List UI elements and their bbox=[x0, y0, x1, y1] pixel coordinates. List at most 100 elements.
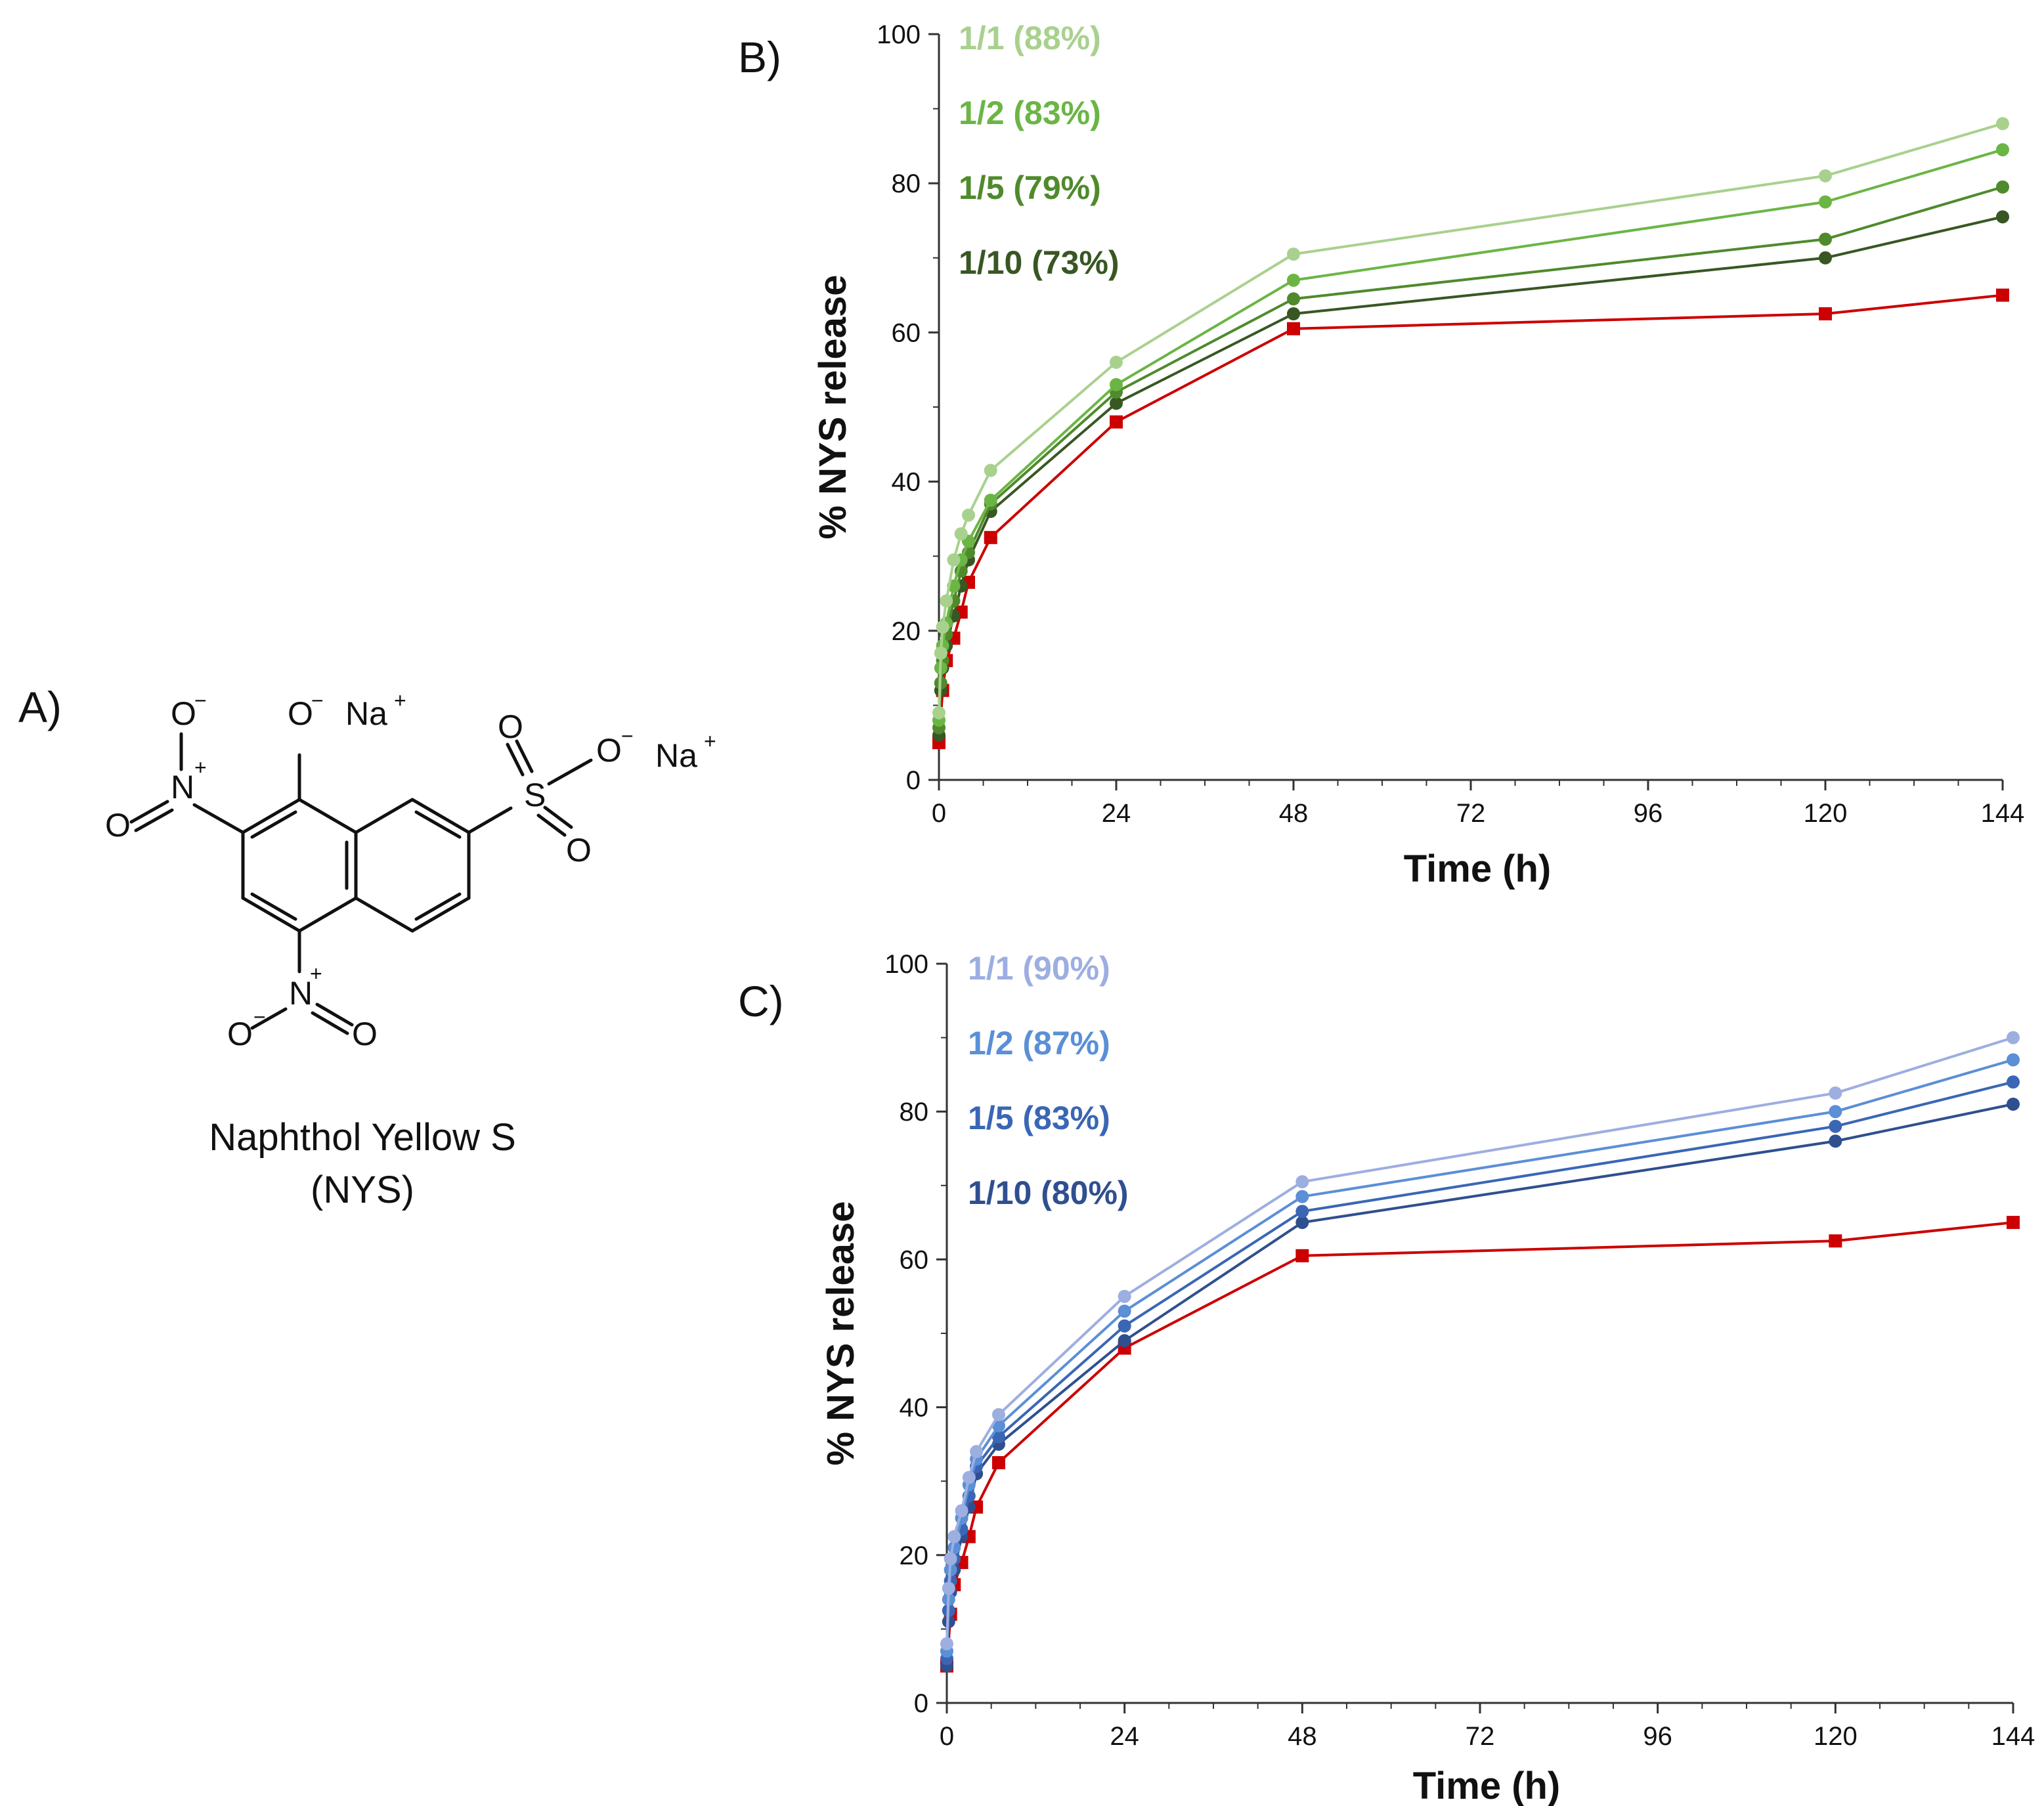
charge: − bbox=[194, 689, 207, 712]
x-axis-title: Time (h) bbox=[1413, 1765, 1561, 1806]
charge: − bbox=[621, 724, 634, 748]
legend-label: 1/10 (73%) bbox=[959, 244, 1120, 281]
molecule-abbreviation: (NYS) bbox=[311, 1169, 414, 1211]
data-point bbox=[991, 1456, 1005, 1470]
bond bbox=[241, 798, 301, 834]
x-tick-label: 0 bbox=[932, 799, 946, 828]
bond bbox=[241, 896, 301, 933]
atom-o: O bbox=[498, 708, 523, 745]
y-tick-label: 80 bbox=[892, 169, 921, 198]
data-point bbox=[936, 620, 949, 634]
charge: + bbox=[194, 756, 207, 779]
panel-a-label: A) bbox=[18, 683, 62, 731]
chart-c: C) 0 20 40 60 80 100 0 24 48 72 96 120 144 Time (h) % N… bbox=[738, 950, 2035, 1806]
x-tick-label: 72 bbox=[1456, 799, 1486, 828]
data-point bbox=[1287, 273, 1300, 287]
data-point bbox=[962, 1471, 976, 1484]
legend-label: 1/2 (87%) bbox=[968, 1025, 1110, 1062]
data-point bbox=[1118, 1304, 1131, 1318]
data-point bbox=[955, 1504, 968, 1518]
atom-o: O bbox=[105, 807, 131, 844]
data-point bbox=[947, 1530, 961, 1543]
data-point bbox=[991, 1408, 1005, 1421]
data-point bbox=[1287, 247, 1300, 261]
molecule-name: Naphthol Yellow S bbox=[209, 1116, 516, 1159]
data-point bbox=[1295, 1249, 1309, 1262]
bond-s-o-double bbox=[536, 813, 567, 837]
charge: − bbox=[253, 1005, 266, 1029]
atom-o-phenolate: O bbox=[288, 695, 313, 732]
x-axis-title: Time (h) bbox=[1404, 848, 1552, 890]
data-point bbox=[2007, 1031, 2020, 1044]
data-point bbox=[1110, 355, 1123, 369]
bond bbox=[354, 798, 414, 834]
bond bbox=[410, 798, 471, 834]
data-point bbox=[934, 646, 947, 660]
bond-n-o-double bbox=[134, 808, 174, 832]
data-point bbox=[1819, 251, 1832, 265]
x-tick-label: 144 bbox=[1991, 1722, 2035, 1751]
data-point bbox=[1110, 377, 1123, 391]
data-point bbox=[1110, 415, 1123, 429]
x-tick-label: 24 bbox=[1110, 1722, 1139, 1751]
bond-c-n bbox=[192, 803, 245, 834]
bond bbox=[354, 896, 414, 933]
data-point bbox=[1118, 1334, 1131, 1348]
data-point bbox=[1287, 322, 1300, 335]
panel-label: C) bbox=[738, 977, 784, 1025]
atom-na: Na bbox=[655, 737, 697, 774]
atom-o: O bbox=[171, 695, 196, 732]
data-point bbox=[1287, 292, 1300, 306]
charge: + bbox=[704, 729, 716, 753]
charge: + bbox=[310, 962, 322, 985]
legend-label: 1/10 (80%) bbox=[968, 1174, 1129, 1211]
data-point bbox=[1819, 195, 1832, 209]
data-point bbox=[1287, 307, 1300, 320]
bond-n-o bbox=[250, 1007, 288, 1030]
bond bbox=[297, 896, 358, 933]
data-point bbox=[1819, 169, 1832, 183]
molecule-atom-labels: O − Na + N + O − O N + O − O S O O O − N… bbox=[105, 689, 716, 1052]
atom-o: O bbox=[352, 1016, 378, 1052]
double-bond bbox=[414, 892, 462, 921]
legend-label: 1/5 (79%) bbox=[959, 169, 1101, 206]
charge: − bbox=[311, 689, 324, 712]
series-1-2 bbox=[932, 143, 2009, 727]
series-1-5 bbox=[940, 1075, 2020, 1666]
series-line bbox=[938, 215, 2003, 735]
y-axis-title: % NYS release bbox=[819, 1201, 862, 1465]
bond-n-o-double bbox=[311, 1011, 349, 1035]
data-point bbox=[1118, 1319, 1131, 1333]
y-tick-label: 80 bbox=[900, 1098, 929, 1127]
data-point bbox=[1996, 288, 2009, 302]
x-tick-label: 0 bbox=[940, 1722, 954, 1751]
bond-s-o-double bbox=[543, 806, 573, 829]
legend-label: 1/2 (83%) bbox=[959, 95, 1101, 131]
atom-o: O bbox=[596, 732, 622, 769]
data-point bbox=[2007, 1053, 2020, 1067]
y-tick-label: 40 bbox=[892, 468, 921, 497]
data-point bbox=[954, 527, 968, 541]
x-tick-label: 72 bbox=[1466, 1722, 1495, 1751]
bond-s-o-double bbox=[506, 742, 525, 777]
data-point bbox=[1996, 143, 2009, 157]
legend-label: 1/1 (88%) bbox=[959, 20, 1101, 56]
bond-s-o bbox=[547, 758, 593, 786]
y-tick-label: 40 bbox=[900, 1394, 929, 1423]
y-tick-label: 60 bbox=[892, 318, 921, 347]
y-tick-label: 20 bbox=[892, 617, 921, 646]
panel-a: A) bbox=[18, 683, 716, 1211]
x-tick-label: 144 bbox=[1981, 799, 2025, 828]
data-point bbox=[1996, 210, 2009, 224]
data-point bbox=[940, 594, 953, 608]
data-point bbox=[1295, 1216, 1309, 1230]
data-point bbox=[2007, 1097, 2020, 1111]
data-point bbox=[942, 1581, 955, 1595]
atom-n: N bbox=[289, 975, 313, 1012]
x-tick-label: 24 bbox=[1102, 799, 1131, 828]
data-point bbox=[940, 1637, 953, 1650]
chart-b: B) 0 20 40 60 80 100 0 24 48 72 96 120 144 Time (h) % N… bbox=[738, 20, 2024, 890]
bond bbox=[410, 896, 471, 933]
data-point bbox=[962, 508, 975, 522]
